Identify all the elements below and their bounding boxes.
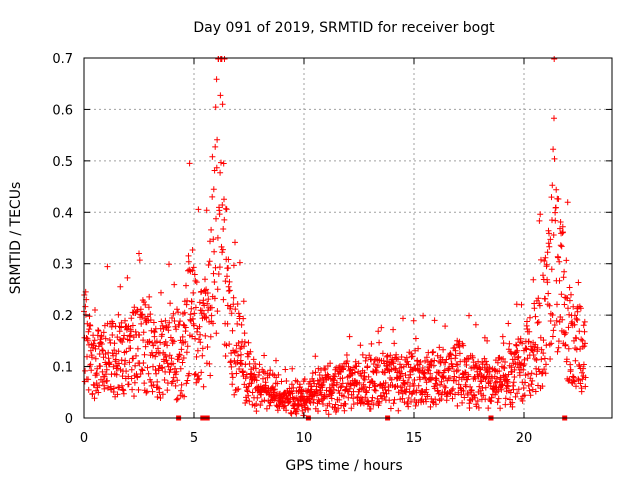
y-axis-ticks: 0 0.1 0.2 0.3 0.4 0.5 0.6 0.7 <box>52 52 612 427</box>
x-tick-label: 10 <box>296 431 313 446</box>
x-axis-ticks: 0 5 10 15 20 <box>80 58 532 446</box>
y-tick-label: 0.6 <box>52 103 73 118</box>
y-tick-label: 0.2 <box>52 309 73 324</box>
plot-frame <box>83 57 613 419</box>
plot-border <box>83 57 613 419</box>
y-tick-label: 0 <box>65 412 73 427</box>
y-tick-label: 0.7 <box>52 52 73 67</box>
x-tick-label: 0 <box>80 431 88 446</box>
y-tick-label: 0.1 <box>52 361 73 376</box>
y-tick-label: 0.4 <box>52 206 73 221</box>
chart-title: Day 091 of 2019, SRMTID for receiver bog… <box>193 20 495 36</box>
y-tick-label: 0.3 <box>52 258 73 273</box>
data-points <box>81 56 589 419</box>
x-axis-label: GPS time / hours <box>285 458 402 474</box>
x-tick-label: 20 <box>516 431 533 446</box>
x-tick-label: 15 <box>406 431 423 446</box>
y-tick-label: 0.5 <box>52 155 73 170</box>
x-tick-label: 5 <box>190 431 198 446</box>
y-axis-label: SRMTID / TECUs <box>8 182 24 295</box>
srmtid-points <box>81 56 589 419</box>
